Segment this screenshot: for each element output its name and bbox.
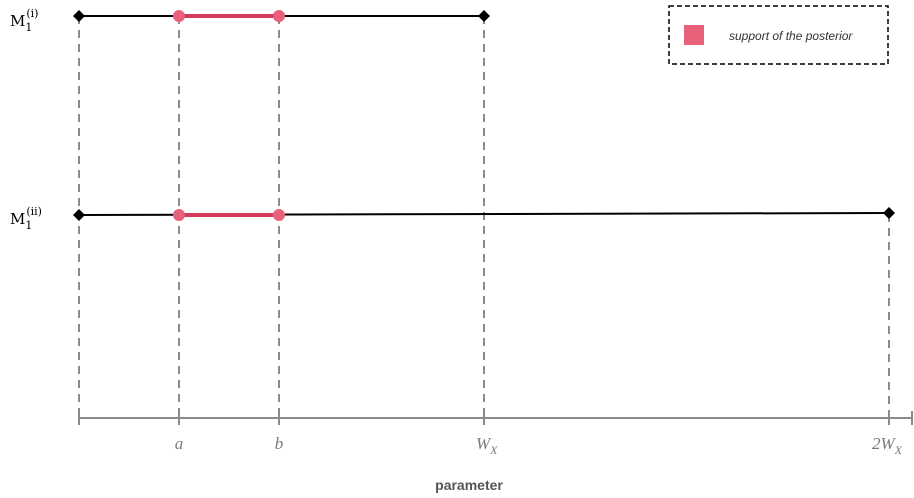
legend-label: support of the posterior [729,29,853,43]
model-ii-end-diamond [883,207,895,219]
model-ii-point-b [273,209,285,221]
model-i-start-diamond [73,10,85,22]
model-i-point-a [173,10,185,22]
tick-label-b: b [275,434,284,453]
row-label-model-i: M1(i) [10,7,38,34]
tick-label-a: a [175,434,184,453]
legend: support of the posterior [668,5,889,65]
model-i-end-diamond [478,10,490,22]
legend-swatch [684,25,704,45]
tick-label-2wx: 2WX [872,434,903,457]
parameter-axis [78,411,913,425]
axis-title: parameter [435,477,503,493]
tick-label-wx: WX [476,434,498,457]
row-model-i [73,10,490,22]
model-i-point-b [273,10,285,22]
row-label-model-ii: M1(ii) [10,205,42,232]
legend-box [668,5,889,65]
model-ii-start-diamond [73,209,85,221]
model-ii-point-a [173,209,185,221]
row-model-ii [73,207,895,221]
